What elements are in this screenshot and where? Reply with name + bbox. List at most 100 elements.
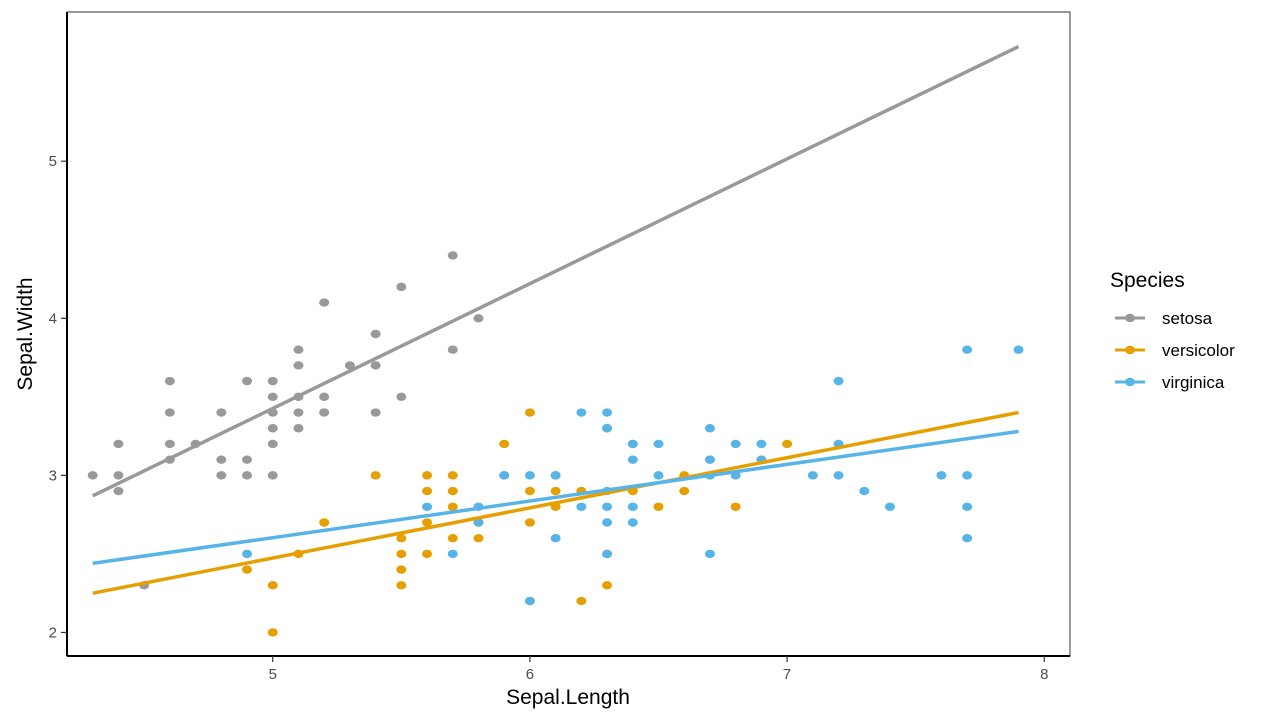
x-tick-label: 7 xyxy=(783,666,791,683)
data-point-virginica xyxy=(602,408,613,417)
data-point-setosa xyxy=(216,408,227,417)
data-point-setosa xyxy=(447,345,458,354)
legend-title: Species xyxy=(1110,269,1185,292)
y-axis-title: Sepal.Width xyxy=(14,277,37,390)
panel-border xyxy=(66,11,1071,657)
x-axis: 5 6 7 8 xyxy=(269,656,1048,683)
legend: Species setosa versicolor virginica xyxy=(1110,269,1235,392)
data-point-virginica xyxy=(653,439,664,449)
data-point-virginica xyxy=(576,408,587,417)
data-point-virginica xyxy=(550,471,561,480)
data-point-setosa xyxy=(113,486,124,496)
data-point-virginica xyxy=(704,455,715,464)
data-point-versicolor xyxy=(602,581,613,590)
legend-label-versicolor: versicolor xyxy=(1162,341,1235,360)
data-point-setosa xyxy=(473,314,484,323)
data-point-setosa xyxy=(267,471,278,480)
data-point-setosa xyxy=(319,392,330,402)
data-point-setosa xyxy=(242,471,253,480)
data-point-virginica xyxy=(756,439,767,449)
data-point-setosa xyxy=(87,471,98,480)
data-point-versicolor xyxy=(370,471,381,480)
data-point-setosa xyxy=(396,392,407,402)
legend-key-point-setosa xyxy=(1125,313,1135,323)
legend-label-setosa: setosa xyxy=(1162,309,1213,328)
data-point-setosa xyxy=(293,345,304,354)
data-point-setosa xyxy=(242,376,253,386)
data-point-versicolor xyxy=(396,565,407,574)
data-point-versicolor xyxy=(422,471,433,480)
x-tick-label: 6 xyxy=(526,666,534,683)
data-point-virginica xyxy=(576,502,587,511)
data-point-setosa xyxy=(293,424,304,433)
series-setosa xyxy=(87,251,484,590)
data-point-virginica xyxy=(807,471,818,480)
data-point-virginica xyxy=(1013,345,1024,354)
legend-key-point-versicolor xyxy=(1125,345,1135,355)
data-point-setosa xyxy=(447,251,458,260)
data-point-virginica xyxy=(602,518,613,527)
data-point-setosa xyxy=(396,282,407,292)
data-point-virginica xyxy=(962,345,973,354)
data-point-setosa xyxy=(293,408,304,417)
data-point-versicolor xyxy=(422,486,433,496)
data-point-virginica xyxy=(936,471,947,480)
data-point-virginica xyxy=(602,502,613,511)
data-point-setosa xyxy=(370,361,381,370)
data-point-versicolor xyxy=(447,471,458,480)
data-point-versicolor xyxy=(550,486,561,496)
data-point-setosa xyxy=(370,408,381,417)
data-point-virginica xyxy=(242,549,253,559)
data-point-setosa xyxy=(216,455,227,464)
data-point-setosa xyxy=(113,439,124,449)
data-point-versicolor xyxy=(576,596,587,606)
data-point-virginica xyxy=(704,424,715,433)
x-tick-label: 8 xyxy=(1040,666,1048,683)
data-point-setosa xyxy=(267,376,278,386)
data-point-versicolor xyxy=(524,486,535,496)
data-point-virginica xyxy=(627,455,638,464)
data-point-versicolor xyxy=(524,408,535,417)
data-point-virginica xyxy=(550,533,561,543)
data-point-versicolor xyxy=(473,533,484,543)
data-point-virginica xyxy=(962,502,973,511)
data-point-versicolor xyxy=(422,549,433,559)
data-point-virginica xyxy=(704,549,715,559)
data-point-setosa xyxy=(164,376,175,386)
data-point-virginica xyxy=(627,518,638,527)
data-point-virginica xyxy=(524,596,535,606)
x-axis-title: Sepal.Length xyxy=(506,686,630,709)
data-point-versicolor xyxy=(447,533,458,543)
data-point-virginica xyxy=(833,471,844,480)
data-point-versicolor xyxy=(524,518,535,527)
y-tick-label: 2 xyxy=(49,624,57,641)
data-point-setosa xyxy=(267,392,278,402)
data-point-setosa xyxy=(267,439,278,449)
legend-label-virginica: virginica xyxy=(1162,373,1225,392)
data-point-virginica xyxy=(499,471,510,480)
data-point-versicolor xyxy=(242,565,253,574)
data-point-virginica xyxy=(602,549,613,559)
fit-line-virginica xyxy=(92,429,1019,566)
data-point-virginica xyxy=(627,439,638,449)
data-point-setosa xyxy=(344,361,355,370)
data-point-setosa xyxy=(267,424,278,433)
data-point-virginica xyxy=(962,471,973,480)
data-point-versicolor xyxy=(422,518,433,527)
data-point-virginica xyxy=(524,471,535,480)
data-point-versicolor xyxy=(499,439,510,449)
data-point-virginica xyxy=(602,424,613,433)
y-tick-label: 4 xyxy=(49,310,57,327)
data-point-virginica xyxy=(473,518,484,527)
series-virginica xyxy=(242,345,1024,606)
data-point-virginica xyxy=(859,486,870,496)
data-point-virginica xyxy=(884,502,895,511)
data-point-virginica xyxy=(833,376,844,386)
data-point-versicolor xyxy=(730,502,741,511)
data-point-versicolor xyxy=(319,518,330,527)
data-point-setosa xyxy=(242,455,253,464)
fit-line-versicolor xyxy=(92,410,1019,595)
data-point-setosa xyxy=(164,439,175,449)
data-point-versicolor xyxy=(653,502,664,511)
